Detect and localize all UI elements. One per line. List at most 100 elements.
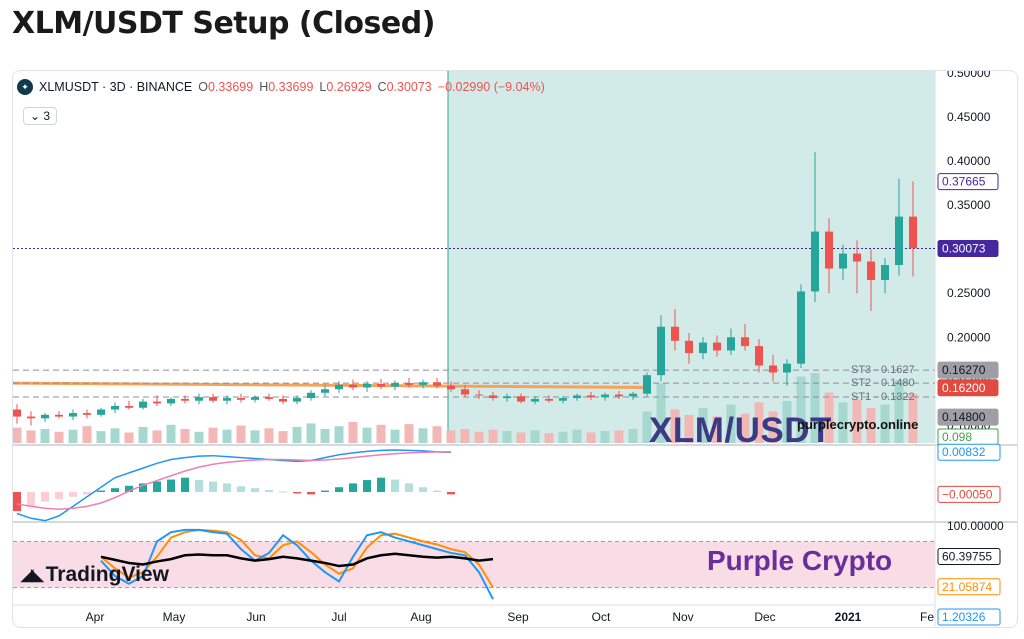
volume-bar	[54, 431, 64, 443]
chevron-down-icon: ⌄	[30, 109, 41, 123]
stoch-value-badge	[937, 608, 1001, 626]
volume-bar	[460, 429, 470, 443]
support-level-label: ST3 - 0.1627	[851, 364, 915, 376]
price-badge-label: 0.37665	[942, 175, 986, 189]
chart-card[interactable]: ST3 - 0.1627 ST2 - 0.1480 ST1 - 0.1322 0.50…	[12, 70, 1018, 628]
volume-bar	[404, 424, 414, 443]
price-axis-tick: 0.45000	[947, 110, 991, 124]
candle-body	[545, 398, 553, 401]
candle-body	[405, 383, 413, 385]
volume-bar	[124, 432, 134, 443]
volume-bar	[740, 413, 750, 443]
time-axis-tick: Sep	[507, 610, 529, 624]
macd-histogram-bar	[405, 483, 413, 492]
candle-body	[699, 342, 707, 354]
volume-bar	[558, 431, 568, 443]
candle-body	[727, 337, 735, 351]
volume-bar	[13, 427, 22, 443]
candle-body	[447, 385, 455, 390]
macd-histogram-bar	[321, 490, 329, 492]
macd-histogram-bar	[195, 480, 203, 492]
macd-value-badge	[937, 443, 1001, 461]
candle-body	[573, 395, 581, 399]
volume-bar	[96, 431, 106, 443]
candle-body	[279, 398, 287, 402]
candle-body	[41, 414, 49, 419]
candle-body	[461, 389, 469, 395]
tradingview-wordmark: TradingView	[45, 563, 169, 586]
macd-histogram-bar	[349, 483, 357, 492]
volume-bar	[516, 432, 526, 443]
price-axis-tick: 0.25000	[947, 286, 991, 300]
candle-body	[531, 398, 539, 402]
macd-histogram-bar	[293, 492, 301, 494]
volume-bar	[82, 426, 92, 443]
candle-body	[97, 409, 105, 415]
volume-bar	[586, 432, 596, 443]
volume-bar	[40, 429, 50, 443]
macd-histogram-bar	[83, 492, 91, 495]
macd-value-badge	[937, 485, 1001, 503]
macd-histogram-bar	[447, 492, 455, 495]
macd-histogram-bar	[377, 477, 385, 492]
volume-bar	[208, 427, 218, 443]
macd-line	[16, 449, 452, 522]
price-badge-label: 0.16200	[942, 381, 986, 395]
candle-body	[587, 395, 595, 398]
price-badge-label: 0.30073	[942, 242, 986, 256]
price-axis-tick: 0.20000	[947, 330, 991, 344]
candle-body	[825, 231, 833, 269]
volume-bar	[684, 415, 694, 443]
candle-body	[475, 394, 483, 396]
candle-body	[503, 396, 511, 399]
volume-bar	[110, 428, 120, 443]
price-axis-tick: 0.35000	[947, 198, 991, 212]
macd-histogram-bar	[69, 492, 77, 497]
volume-bar	[432, 426, 442, 443]
candle-body	[489, 395, 497, 399]
macd-histogram-bar	[433, 490, 441, 492]
candle-body	[909, 216, 917, 249]
candle-body	[111, 406, 119, 410]
collapse-count: 3	[43, 109, 51, 123]
volume-bar	[838, 402, 848, 443]
candle-body	[349, 384, 357, 388]
candle-body	[391, 383, 399, 387]
volume-bar	[278, 431, 288, 443]
candle-body	[27, 416, 35, 419]
candle-body	[195, 397, 203, 401]
macd-histogram-bar	[419, 487, 427, 492]
volume-bar	[600, 431, 610, 443]
time-axis-tick: Dec	[754, 610, 775, 624]
high-label: H	[259, 80, 269, 94]
candle-body	[377, 383, 385, 387]
support-level-label: ST2 - 0.1480	[851, 377, 915, 389]
macd-histogram-bar	[181, 477, 189, 492]
volume-bar	[628, 429, 638, 443]
price-badge	[937, 240, 999, 258]
page-title: XLM/USDT Setup (Closed)	[12, 6, 435, 41]
tradingview-mark-icon: ◢◣	[21, 567, 44, 584]
candle-body	[181, 398, 189, 401]
volume-bar	[362, 427, 372, 443]
open-label: O	[198, 80, 208, 94]
volume-bar	[810, 373, 820, 443]
chart-legend: ✦ XLMUSDT · 3D · BINANCE O0.33699 H0.336…	[17, 79, 545, 95]
stoch-k-line	[100, 528, 494, 600]
candle-body	[55, 414, 63, 417]
candle-body	[307, 392, 315, 399]
price-axis-tick: 0.50000	[947, 71, 991, 80]
indicators-collapse-button[interactable]: ⌄ 3	[23, 107, 58, 125]
stoch-value-label: 1.20326	[942, 610, 986, 624]
price-badge	[937, 173, 999, 191]
volume-bar	[250, 430, 260, 443]
macd-value-label: −0.00050	[942, 487, 993, 501]
open-value: 0.33699	[208, 80, 254, 94]
candle-body	[237, 398, 245, 400]
tradingview-logo[interactable]: ◢◣ TradingView	[21, 563, 169, 587]
candle-body	[867, 261, 875, 281]
candle-body	[69, 413, 77, 417]
rsi-line	[100, 552, 494, 568]
volume-bar	[292, 426, 302, 443]
